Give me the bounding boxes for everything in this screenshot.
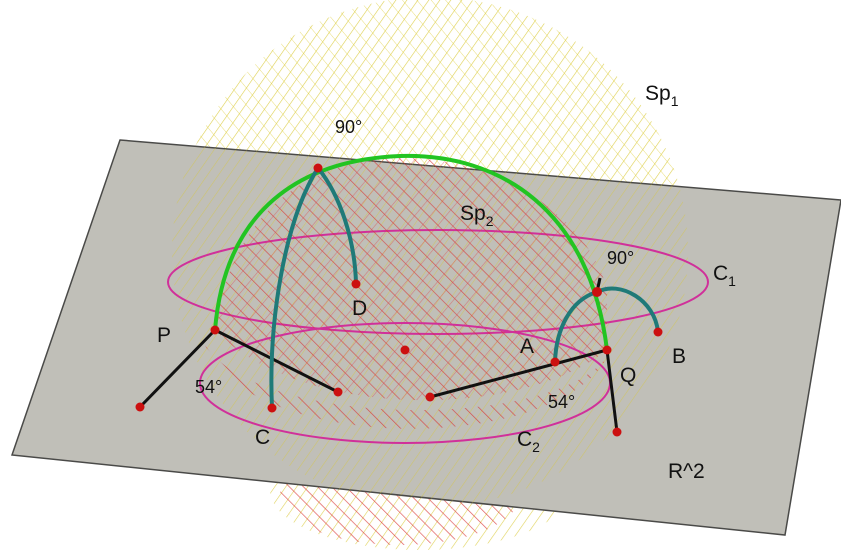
- label-d: D: [352, 297, 367, 320]
- sphere-sp2: [205, 157, 608, 429]
- angle-label-right: 90°: [607, 248, 634, 268]
- label-sp2: Sp2: [460, 202, 494, 229]
- arcs-teal: [269, 166, 660, 409]
- label-plane: R^2: [668, 460, 705, 483]
- label-a: A: [520, 335, 534, 358]
- angle-label-left: 54°: [195, 377, 222, 397]
- label-p: P: [157, 324, 171, 347]
- label-c2: C2: [517, 428, 540, 455]
- sphere-sp1-upper: [172, 0, 688, 200]
- segments: [138, 277, 619, 433]
- arc-green: [213, 153, 609, 351]
- angle-label-bottom: 54°: [548, 392, 575, 412]
- points: [135, 163, 663, 437]
- label-c: C: [255, 426, 270, 449]
- label-b: B: [672, 345, 686, 368]
- label-q: Q: [620, 364, 636, 387]
- angle-label-top: 90°: [335, 117, 362, 137]
- label-sp1: Sp1: [645, 82, 679, 109]
- label-c1: C1: [713, 262, 736, 289]
